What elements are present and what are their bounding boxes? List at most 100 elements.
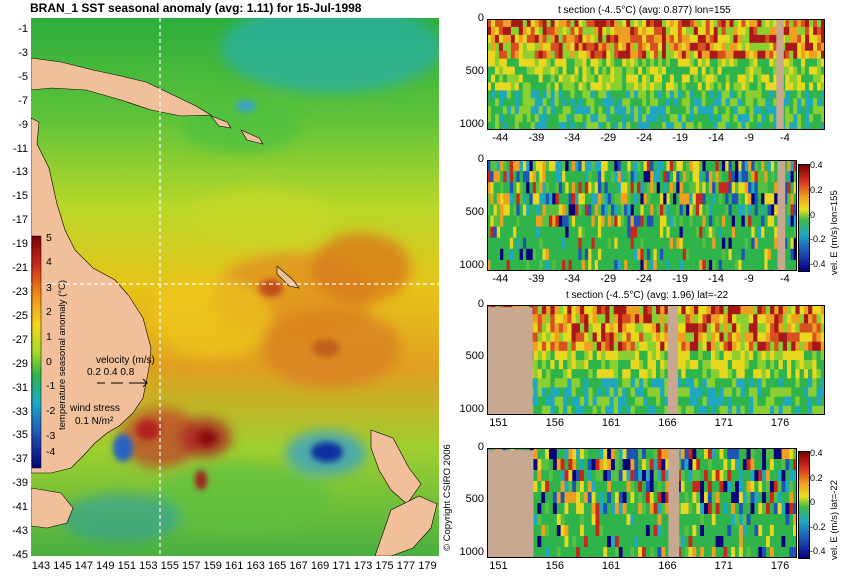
map-lon-tick: 165	[267, 560, 287, 572]
map-lat-tick: -5	[18, 70, 28, 83]
map-lat-tick: -25	[12, 309, 28, 322]
section-land	[487, 450, 534, 558]
sst-map-svg	[31, 18, 439, 556]
map-colorbar-tick: 4	[46, 256, 52, 268]
map-lon-tick: 157	[182, 560, 201, 572]
temp-section-lat-22	[487, 305, 825, 415]
section-x-tick: -24	[636, 273, 653, 285]
section-x-tick: -19	[672, 273, 689, 285]
section-x-tick: -4	[780, 132, 790, 144]
section-depth-tick: 0	[477, 12, 484, 24]
map-lat-tick: -11	[12, 142, 28, 155]
section-x-tick: 161	[601, 560, 621, 572]
wind-legend-title: wind stress	[70, 403, 121, 414]
map-lon-tick: 167	[289, 560, 308, 572]
new-zealand-south-land	[374, 495, 438, 556]
vel-colorbar-tick: 0	[810, 497, 816, 507]
map-lon-tick: 175	[375, 560, 394, 572]
new-guinea-land	[31, 57, 213, 117]
section-x-tick: 171	[714, 417, 733, 429]
section-x-tick: -29	[600, 132, 617, 144]
map-lon-tick: 159	[203, 560, 222, 572]
map-lat-tick: -45	[12, 549, 28, 561]
section-depth-tick: 500	[465, 64, 484, 77]
map-colorbar-tick: 2	[46, 306, 52, 318]
map-lon-tick: 179	[418, 560, 437, 572]
landmasses	[31, 57, 438, 556]
tasmania-land	[31, 487, 74, 529]
map-lat-tick: -21	[12, 262, 28, 275]
temp-section-lon155	[487, 19, 825, 130]
section-x-tick: -34	[564, 273, 581, 285]
vel-colorbar-tick: 0.4	[810, 160, 823, 170]
map-lon-tick: 161	[225, 560, 244, 572]
section-x-tick: 156	[545, 417, 564, 429]
vel-colorbar-tick: -0.4	[810, 546, 826, 556]
map-title: BRAN_1 SST seasonal anomaly (avg: 1.11) …	[30, 1, 362, 15]
section-x-tick: -24	[636, 132, 653, 144]
map-colorbar-tick: 3	[46, 282, 52, 294]
section3-title: t section (-4..5°C) (avg: 1.96) lat=-22	[566, 290, 729, 301]
vel-section-lon155	[487, 160, 797, 271]
section1-title: t section (-4..5°C) (avg: 0.877) lon=155	[558, 5, 731, 16]
section-land	[668, 448, 680, 558]
map-lat-tick: -33	[12, 405, 28, 418]
map-colorbar-tick: -3	[46, 430, 56, 442]
section-x-tick: -44	[492, 273, 509, 285]
section-x-tick: 176	[770, 560, 790, 572]
wind-legend-value: 0.1 N/m²	[75, 416, 114, 427]
p3-svg	[487, 305, 825, 415]
map-lat-tick: -39	[12, 477, 28, 490]
australia-land	[31, 117, 152, 474]
section-x-tick: -39	[528, 132, 545, 144]
map-lon-tick: 153	[139, 560, 158, 572]
section-x-tick: -34	[564, 132, 581, 144]
velocity-legend-title: velocity (m/s)	[96, 355, 155, 366]
p4-svg	[487, 448, 797, 558]
section-depth-tick: 0	[477, 441, 484, 453]
section-x-tick: -14	[708, 273, 724, 285]
map-lat-tick: -43	[12, 525, 28, 538]
section-x-tick: -14	[708, 132, 725, 144]
vel-colorbar-tick: 0	[810, 209, 816, 220]
p1-svg	[487, 19, 825, 130]
section-depth-tick: 1000	[459, 117, 484, 130]
map-lon-tick: 143	[31, 560, 51, 572]
map-colorbar	[31, 235, 42, 469]
section-depth-tick: 500	[465, 493, 484, 506]
vel-colorbar-tick: 0.4	[810, 448, 823, 458]
vel-colorbar-lon155	[798, 164, 810, 272]
solomon-islands-land	[210, 115, 264, 145]
sst-map	[31, 18, 439, 556]
map-lon-tick: 151	[117, 560, 136, 572]
map-lon-tick: 147	[74, 560, 94, 572]
map-lon-tick: 149	[96, 560, 115, 572]
map-colorbar-tick: 5	[46, 232, 52, 244]
map-lat-tick: -9	[18, 118, 28, 131]
section-x-tick: 176	[770, 417, 790, 429]
section-x-tick: 151	[489, 560, 508, 572]
section-x-tick: 171	[714, 560, 733, 572]
vel-colorbar-lon155-label: vel. E (m/s) lon=155	[829, 190, 840, 275]
section-x-tick: -39	[528, 273, 545, 285]
map-lon-tick: 173	[353, 560, 373, 572]
map-colorbar-tick: 1	[46, 331, 52, 343]
section-x-tick: -19	[672, 132, 689, 144]
map-lat-tick: -31	[12, 381, 28, 394]
vel-colorbar-tick: 0.2	[810, 472, 823, 483]
map-lat-tick: -7	[18, 94, 28, 107]
section-x-tick: 156	[545, 560, 564, 572]
vel-colorbar-tick: -0.4	[810, 259, 826, 269]
map-colorbar-tick: -2	[46, 405, 56, 417]
map-lat-tick: -19	[12, 238, 28, 251]
map-colorbar-tick: -1	[46, 380, 56, 392]
section-depth-tick: 500	[465, 205, 484, 218]
map-lat-tick: -13	[12, 166, 28, 179]
vel-colorbar-tick: -0.2	[810, 234, 826, 245]
section-depth-tick: 1000	[459, 545, 484, 558]
section-x-tick: -29	[600, 273, 617, 285]
vel-colorbar-tick: 0.2	[810, 184, 823, 195]
section-x-tick: -9	[744, 132, 754, 144]
section-x-tick: -44	[492, 132, 509, 144]
map-lon-tick: 145	[53, 560, 72, 572]
